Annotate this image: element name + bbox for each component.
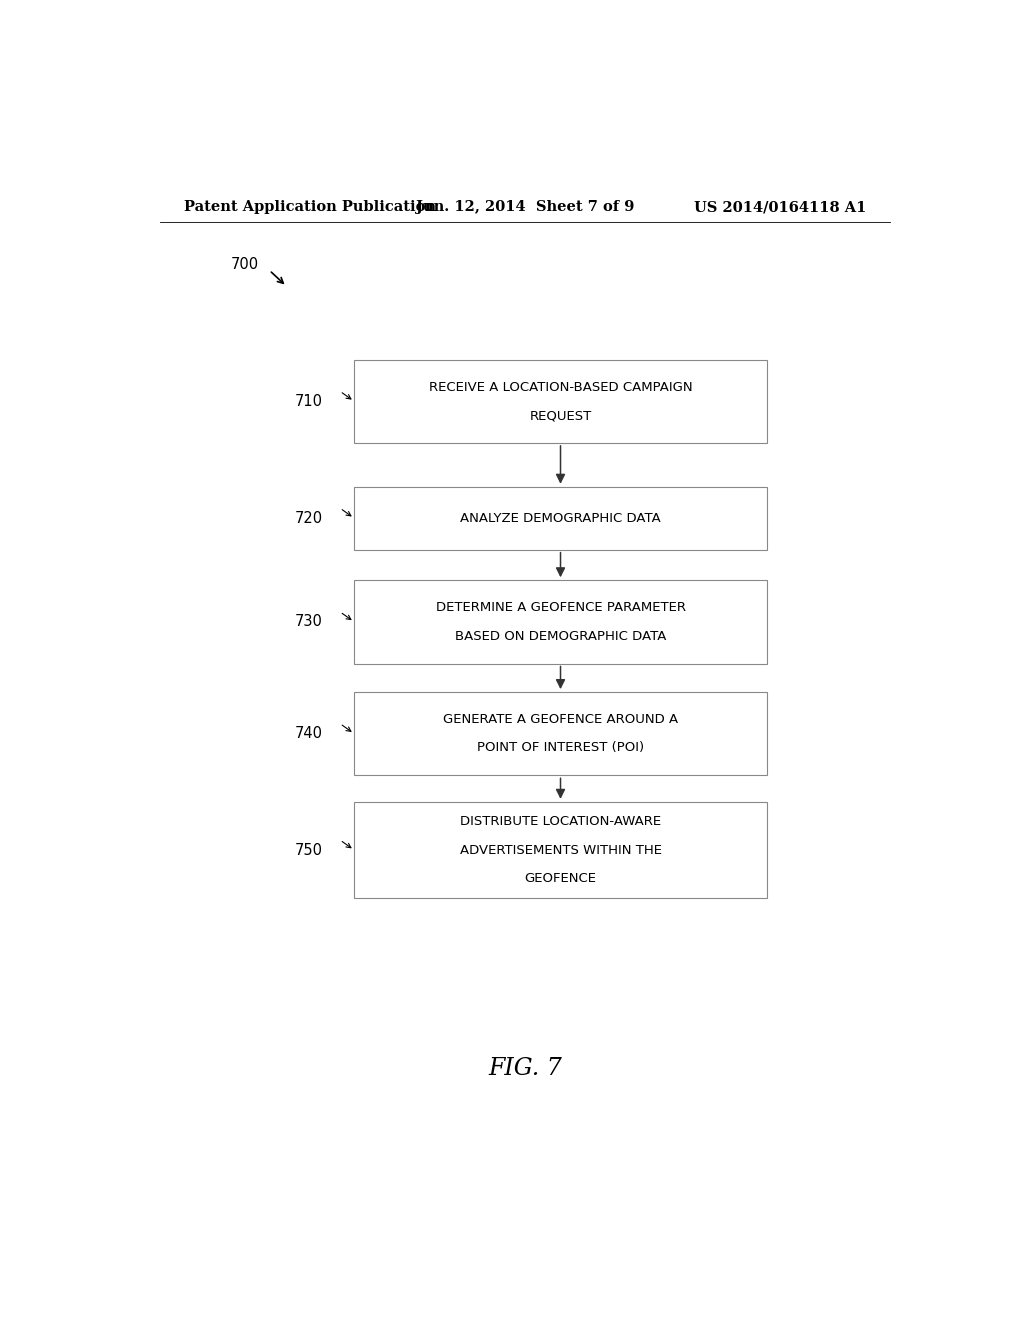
Text: 700: 700 (231, 256, 259, 272)
FancyBboxPatch shape (354, 487, 767, 549)
Text: GENERATE A GEOFENCE AROUND A: GENERATE A GEOFENCE AROUND A (443, 713, 678, 726)
FancyBboxPatch shape (354, 692, 767, 775)
Text: Jun. 12, 2014  Sheet 7 of 9: Jun. 12, 2014 Sheet 7 of 9 (416, 201, 634, 214)
FancyBboxPatch shape (354, 359, 767, 444)
Text: DETERMINE A GEOFENCE PARAMETER: DETERMINE A GEOFENCE PARAMETER (435, 601, 685, 614)
FancyBboxPatch shape (354, 801, 767, 899)
Text: 720: 720 (294, 511, 323, 525)
Text: REQUEST: REQUEST (529, 409, 592, 422)
Text: 710: 710 (295, 393, 323, 409)
FancyBboxPatch shape (354, 581, 767, 664)
Text: GEOFENCE: GEOFENCE (524, 873, 597, 884)
Text: ANALYZE DEMOGRAPHIC DATA: ANALYZE DEMOGRAPHIC DATA (460, 512, 660, 525)
Text: 740: 740 (295, 726, 323, 742)
Text: US 2014/0164118 A1: US 2014/0164118 A1 (693, 201, 866, 214)
Text: 750: 750 (295, 842, 323, 858)
Text: FIG. 7: FIG. 7 (487, 1056, 562, 1080)
Text: RECEIVE A LOCATION-BASED CAMPAIGN: RECEIVE A LOCATION-BASED CAMPAIGN (429, 380, 692, 393)
Text: POINT OF INTEREST (POI): POINT OF INTEREST (POI) (477, 742, 644, 755)
Text: 730: 730 (295, 614, 323, 630)
Text: ADVERTISEMENTS WITHIN THE: ADVERTISEMENTS WITHIN THE (460, 843, 662, 857)
Text: Patent Application Publication: Patent Application Publication (183, 201, 435, 214)
Text: BASED ON DEMOGRAPHIC DATA: BASED ON DEMOGRAPHIC DATA (455, 630, 667, 643)
Text: DISTRIBUTE LOCATION-AWARE: DISTRIBUTE LOCATION-AWARE (460, 816, 662, 828)
